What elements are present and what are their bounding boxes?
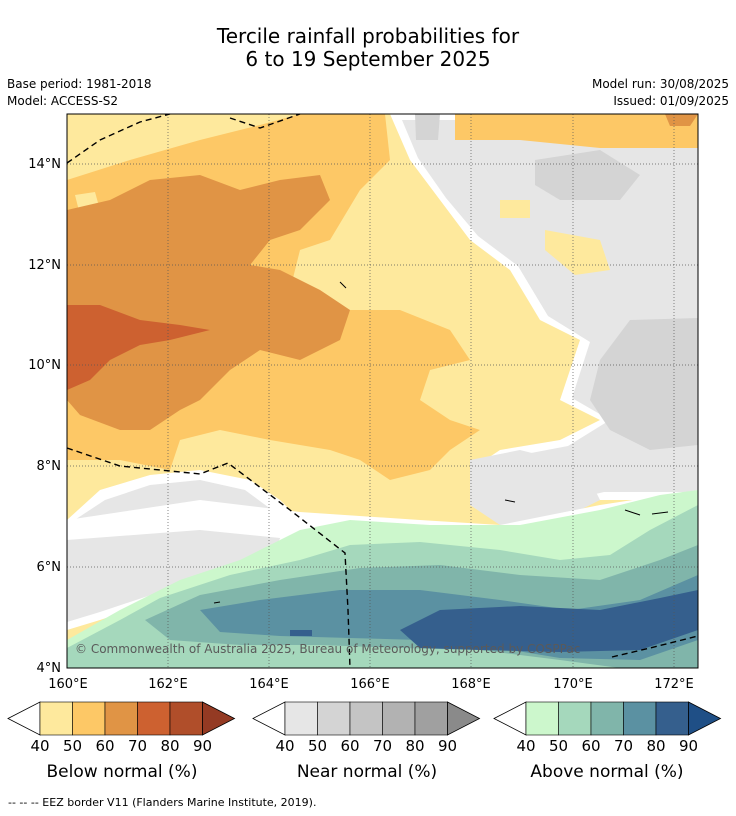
colorbar-above-segment	[525, 701, 559, 736]
legend-caption-above: Above normal (%)	[530, 762, 684, 782]
legend-caption-near: Near normal (%)	[296, 762, 438, 782]
lon-tick: 166°E	[350, 677, 390, 692]
colorbar-near-tick-label: 60	[340, 737, 359, 755]
colorbar-above-segment	[590, 701, 624, 736]
colorbar-below-tick-label: 80	[160, 737, 179, 755]
colorbar-above-low-arrow	[493, 701, 527, 736]
colorbar-near-tick-label: 80	[405, 737, 424, 755]
colorbar-below-segment	[137, 701, 171, 736]
base-period: Base period: 1981-2018	[7, 77, 152, 91]
colorbar-below-tick-label: 70	[128, 737, 147, 755]
colorbar-above-tick-label: 80	[646, 737, 665, 755]
lat-tick: 12°N	[28, 258, 61, 273]
colorbar-above-tick-label: 90	[679, 737, 698, 755]
colorbar-below-tick-label: 90	[193, 737, 212, 755]
legend-caption-below: Below normal (%)	[46, 762, 198, 782]
lat-tick: 6°N	[37, 560, 62, 575]
colorbar-above-tick-label: 50	[549, 737, 568, 755]
lat-tick: 10°N	[28, 358, 61, 373]
probability-field	[67, 114, 698, 668]
colorbar-below-tick-label: 50	[63, 737, 82, 755]
eez-borders	[66, 113, 699, 669]
colorbar-near-high-arrow	[447, 701, 481, 736]
issued-date: Issued: 01/09/2025	[613, 94, 729, 108]
colorbar-near-segment	[382, 701, 416, 736]
graticule	[67, 114, 698, 668]
colorbar-below-high-arrow	[202, 701, 236, 736]
colorbar-below-tick-label: 60	[95, 737, 114, 755]
colorbar-near-segment	[284, 701, 318, 736]
lat-tick: 8°N	[37, 459, 62, 474]
map-frame	[66, 113, 699, 669]
colorbar-above-high-arrow	[688, 701, 722, 736]
colorbar-above-segment	[655, 701, 689, 736]
colorbar-legends: 40 50 60 70 80 90 40 50 60 70 80 90 40 50 60 70 80 90	[7, 701, 722, 755]
colorbar-above-tick-label: 60	[581, 737, 600, 755]
colorbar-above-tick-label: 40	[516, 737, 535, 755]
map-title-line2: 6 to 19 September 2025	[245, 47, 491, 71]
colorbar-near-tick-label: 70	[373, 737, 392, 755]
colorbar-near-tick-label: 50	[308, 737, 327, 755]
lon-tick: 164°E	[249, 677, 289, 692]
islands	[213, 281, 669, 604]
lon-tick: 168°E	[451, 677, 491, 692]
colorbar-near-segment	[414, 701, 448, 736]
map-title-line1: Tercile rainfall probabilities for	[216, 24, 520, 48]
lon-tick: 172°E	[654, 677, 694, 692]
lat-tick: 14°N	[28, 157, 61, 172]
colorbar-near-segment	[349, 701, 383, 736]
colorbar-below-segment	[104, 701, 138, 736]
model-run: Model run: 30/08/2025	[591, 77, 729, 91]
colorbar-near-low-arrow	[252, 701, 286, 736]
colorbar-near-segment	[317, 701, 351, 736]
lat-tick: 4°N	[37, 661, 62, 676]
lon-axis: 160°E 162°E 164°E 166°E 168°E 170°E 172°…	[48, 677, 694, 692]
colorbar-above-segment	[623, 701, 657, 736]
colorbar-below-segment	[169, 701, 203, 736]
colorbar-above-tick-label: 70	[614, 737, 633, 755]
lon-tick: 162°E	[148, 677, 188, 692]
colorbar-below-segment	[72, 701, 106, 736]
copyright-text: © Commonwealth of Australia 2025, Bureau…	[75, 642, 580, 656]
colorbar-near-tick-label: 40	[275, 737, 294, 755]
lon-tick: 170°E	[553, 677, 593, 692]
eez-footnote: -- -- -- EEZ border V11 (Flanders Marine…	[8, 796, 317, 809]
colorbar-below-low-arrow	[7, 701, 41, 736]
lat-axis: 14°N 12°N 10°N 8°N 6°N 4°N	[28, 157, 61, 676]
lon-tick: 160°E	[48, 677, 88, 692]
model-name: Model: ACCESS-S2	[7, 94, 119, 108]
colorbar-below-segment	[39, 701, 73, 736]
colorbar-near-tick-label: 90	[438, 737, 457, 755]
colorbar-below-tick-label: 40	[30, 737, 49, 755]
colorbar-above-segment	[558, 701, 592, 736]
